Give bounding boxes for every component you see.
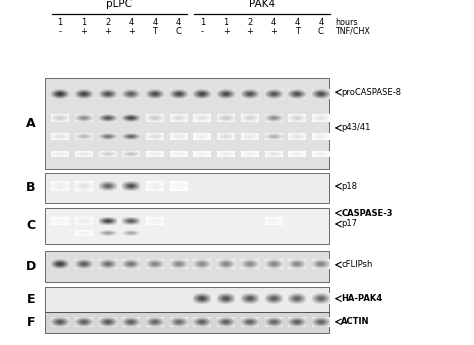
Text: B: B (26, 181, 36, 194)
Text: T: T (295, 27, 300, 36)
Text: +: + (270, 27, 277, 36)
Text: E: E (27, 293, 35, 306)
Text: +: + (81, 27, 87, 36)
Text: 1: 1 (81, 18, 87, 27)
Text: p43/41: p43/41 (341, 124, 371, 132)
Text: D: D (26, 260, 36, 273)
Text: CASPASE-3: CASPASE-3 (341, 209, 393, 218)
Text: 1: 1 (223, 18, 229, 27)
Text: T: T (153, 27, 157, 36)
Text: TNF/CHX: TNF/CHX (335, 27, 370, 36)
Text: C: C (318, 27, 324, 36)
Text: ACTIN: ACTIN (341, 317, 370, 326)
Text: 4: 4 (318, 18, 324, 27)
Text: HA-PAK4: HA-PAK4 (341, 294, 383, 303)
Text: 1: 1 (57, 18, 63, 27)
Text: 2: 2 (105, 18, 110, 27)
Text: +: + (128, 27, 135, 36)
Bar (45, 287, 329, 312)
Text: +: + (223, 27, 229, 36)
Text: +: + (104, 27, 111, 36)
Bar (45, 208, 329, 244)
Text: 1: 1 (200, 18, 205, 27)
Text: PAK4: PAK4 (248, 0, 275, 9)
Text: pLPC: pLPC (107, 0, 132, 9)
Text: -: - (59, 27, 62, 36)
Text: F: F (27, 316, 35, 329)
Text: p18: p18 (341, 182, 357, 191)
Text: 4: 4 (271, 18, 276, 27)
Bar (45, 312, 329, 333)
Text: A: A (26, 117, 36, 130)
Text: hours: hours (335, 18, 357, 27)
Text: 4: 4 (128, 18, 134, 27)
Text: 2: 2 (247, 18, 253, 27)
Text: -: - (201, 27, 204, 36)
Text: 4: 4 (176, 18, 182, 27)
Text: 4: 4 (294, 18, 300, 27)
Bar (45, 78, 329, 169)
Text: +: + (246, 27, 253, 36)
Bar (45, 172, 329, 203)
Text: proCASPASE-8: proCASPASE-8 (341, 88, 401, 97)
Text: 4: 4 (152, 18, 158, 27)
Bar (45, 251, 329, 282)
Text: C: C (176, 27, 182, 36)
Text: p17: p17 (341, 219, 357, 228)
Text: C: C (26, 219, 36, 232)
Text: cFLIPsh: cFLIPsh (341, 260, 373, 269)
